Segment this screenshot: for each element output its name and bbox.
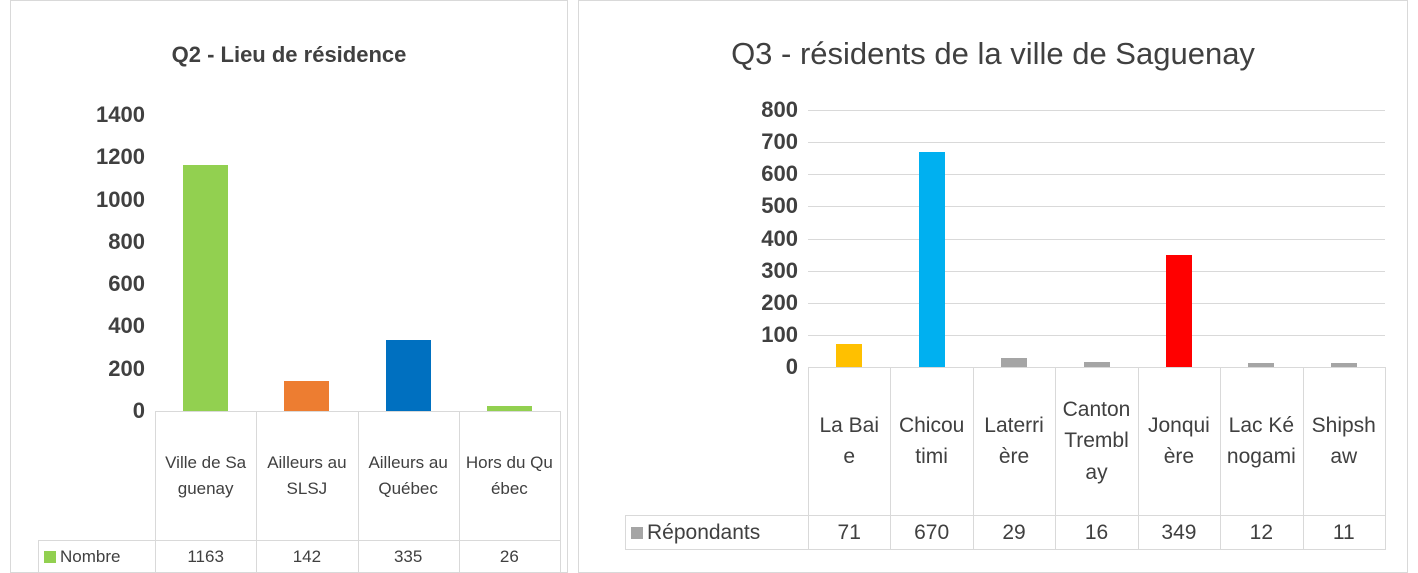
- y-tick-label: 100: [761, 321, 798, 347]
- bar: [284, 380, 330, 411]
- table-value: 26: [499, 546, 519, 566]
- bar: [1248, 363, 1275, 367]
- category-label: Jonquière: [1147, 413, 1210, 469]
- table-line: [1302, 367, 1304, 550]
- table-line: [890, 367, 892, 550]
- y-tick-label: 700: [761, 129, 798, 155]
- y-tick-label: 800: [108, 228, 145, 254]
- bar: [1330, 363, 1357, 367]
- grid-line: [808, 142, 1385, 144]
- y-tick-label: 400: [108, 313, 145, 339]
- y-tick-label: 500: [761, 193, 798, 219]
- legend-label: Nombre: [60, 546, 121, 566]
- table-line: [357, 411, 359, 573]
- y-tick-label: 200: [108, 355, 145, 381]
- category-label: Ailleurs au Québec: [368, 453, 448, 498]
- y-tick-label: 300: [761, 257, 798, 283]
- y-tick-label: 400: [761, 225, 798, 251]
- bar: [1001, 357, 1028, 367]
- table-value: 142: [292, 546, 322, 566]
- table-line: [1137, 367, 1139, 550]
- chart-title: Q3 - résidents de la ville de Saguenay: [731, 36, 1255, 71]
- category-label: Shipshaw: [1311, 413, 1376, 469]
- grid-line: [808, 174, 1385, 176]
- bar: [486, 405, 532, 411]
- chart-title: Q2 - Lieu de résidence: [171, 42, 407, 67]
- y-tick-label: 1400: [96, 102, 145, 127]
- category-label: Ailleurs au SLSJ: [267, 453, 347, 498]
- table-line: [1055, 367, 1057, 550]
- table-line: [38, 540, 39, 573]
- category-label: Chicoutimi: [898, 413, 965, 469]
- y-tick-label: 0: [132, 398, 145, 423]
- table-line: [155, 411, 156, 573]
- grid-line: [808, 238, 1385, 240]
- y-tick-label: 800: [761, 97, 798, 122]
- table-value: 335: [393, 546, 423, 566]
- table-line: [256, 411, 258, 573]
- table-value: 16: [1084, 520, 1109, 544]
- grid-line: [808, 206, 1385, 208]
- legend-swatch: [44, 550, 56, 563]
- table-value: 11: [1332, 520, 1355, 544]
- category-label: Laterrière: [984, 413, 1044, 469]
- category-label: La Baie: [819, 413, 879, 469]
- table-line: [808, 367, 809, 550]
- legend-swatch: [631, 526, 643, 539]
- table-value: 29: [1002, 520, 1026, 544]
- table-line: [1385, 367, 1386, 550]
- y-tick-label: 1200: [96, 144, 145, 170]
- grid-line: [808, 110, 1385, 111]
- table-line: [625, 549, 1385, 550]
- table-line: [1220, 367, 1222, 550]
- category-label: Lac Kénogami: [1226, 413, 1296, 469]
- y-tick-label: 0: [785, 354, 798, 379]
- table-line: [972, 367, 974, 550]
- bar: [1083, 361, 1110, 367]
- y-tick-label: 200: [761, 289, 798, 315]
- table-value: 12: [1249, 520, 1274, 544]
- table-line: [625, 515, 626, 550]
- table-value: 670: [914, 520, 950, 544]
- category-label: Hors du Québec: [465, 453, 553, 498]
- table-value: 349: [1161, 520, 1197, 544]
- table-line: [560, 411, 561, 573]
- bar: [385, 340, 431, 411]
- grid-line: [808, 270, 1385, 272]
- bar: [183, 165, 229, 411]
- y-tick-label: 1000: [96, 186, 145, 212]
- category-label: Ville de Saguenay: [165, 453, 247, 498]
- bar: [918, 151, 945, 367]
- bar: [836, 344, 863, 367]
- legend-label: Répondants: [647, 520, 761, 544]
- y-tick-label: 600: [761, 161, 798, 187]
- category-label: Canton Tremblay: [1062, 397, 1131, 484]
- grid-line: [808, 302, 1385, 304]
- axis-line: [808, 367, 1385, 368]
- grid-line: [808, 334, 1385, 336]
- table-line: [38, 540, 560, 541]
- y-tick-label: 600: [108, 271, 145, 297]
- table-value: 1163: [187, 546, 224, 566]
- table-line: [458, 411, 460, 573]
- table-line: [625, 515, 1385, 516]
- bar: [1165, 254, 1192, 367]
- table-value: 71: [837, 520, 861, 544]
